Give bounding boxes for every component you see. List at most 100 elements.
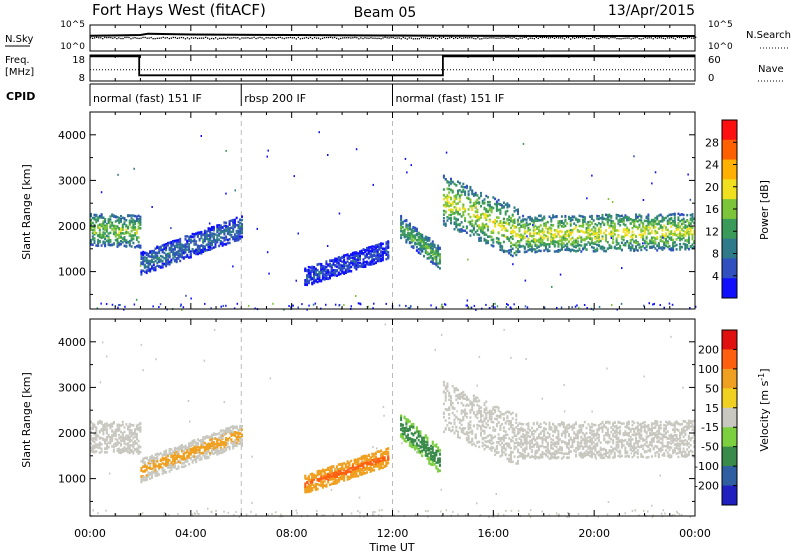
range-gate-cell: [102, 437, 105, 441]
range-gate-cell: [91, 232, 94, 235]
nsearch-point: [594, 36, 596, 39]
range-gate-cell: [546, 231, 549, 234]
range-gate-cell: [325, 270, 328, 273]
range-gate-cell: [442, 213, 445, 216]
range-gate-cell: [161, 469, 164, 473]
range-gate-cell: [132, 446, 135, 449]
range-gate-cell: [550, 235, 553, 239]
range-gate-cell: [421, 249, 424, 253]
range-gate-cell: [462, 182, 465, 186]
range-gate-cell: [182, 445, 185, 449]
range-gate-cell: [481, 212, 484, 216]
range-gate-cell: [415, 227, 418, 231]
range-gate-cell: [426, 243, 429, 246]
range-gate-cell: [419, 240, 422, 244]
range-gate-cell: [474, 210, 477, 213]
range-gate-cell: [485, 233, 488, 236]
range-gate-cell: [207, 234, 210, 237]
range-gate-cell: [107, 232, 110, 235]
range-gate-cell: [211, 441, 213, 444]
range-gate-cell: [313, 274, 316, 277]
range-gate-cell: [135, 238, 138, 241]
range-gate-cell: [181, 243, 183, 247]
range-gate-cell: [152, 466, 155, 469]
range-gate-cell: [145, 271, 148, 275]
range-gate-cell: [137, 225, 140, 228]
nsearch-point: [539, 36, 541, 38]
range-gate-cell: [442, 204, 445, 207]
range-gate-cell: [590, 221, 593, 224]
range-gate-cell: [118, 217, 121, 220]
range-gate-cell: [589, 243, 592, 246]
range-gate-cell: [575, 244, 577, 248]
range-gate-cell: [168, 448, 171, 451]
range-gate-cell: [177, 249, 180, 253]
range-gate-cell: [635, 215, 637, 219]
nsearch-point: [400, 38, 402, 40]
range-gate-cell: [474, 193, 477, 197]
range-gate-cell: [481, 222, 484, 225]
range-gate-cell: [476, 219, 479, 222]
range-gate-cell: [177, 455, 180, 458]
range-gate-cell: [457, 212, 459, 216]
range-gate-cell: [446, 187, 449, 191]
range-gate-cell: [374, 254, 377, 257]
nsearch-point: [505, 36, 507, 39]
range-gate-cell: [590, 214, 593, 218]
range-gate-cell: [177, 448, 180, 451]
nsearch-point: [164, 37, 166, 39]
nsearch-point: [162, 36, 164, 38]
range-gate-cell: [135, 435, 138, 438]
range-gate-cell: [520, 233, 523, 236]
nsearch-point: [541, 37, 543, 39]
range-gate-cell: [680, 222, 683, 226]
range-gate-cell: [198, 439, 201, 442]
noise-cell: [266, 155, 268, 158]
noise-cell: [591, 174, 593, 177]
range-gate-cell: [337, 258, 340, 262]
range-gate-cell: [367, 249, 370, 253]
range-gate-cell: [172, 460, 175, 463]
range-gate-cell: [677, 233, 680, 236]
range-gate-cell: [656, 244, 659, 247]
range-gate-cell: [606, 216, 609, 219]
range-gate-cell: [105, 443, 108, 446]
range-gate-cell: [622, 228, 625, 231]
range-gate-cell: [191, 450, 194, 454]
range-gate-cell: [476, 201, 479, 205]
range-gate-cell: [97, 234, 100, 238]
range-gate-cell: [693, 245, 696, 249]
range-gate-cell: [163, 450, 166, 453]
range-gate-cell: [104, 228, 107, 232]
range-gate-cell: [510, 253, 512, 257]
nsearch-point: [364, 37, 366, 39]
nsearch-point: [553, 37, 556, 39]
noise-cell: [225, 149, 227, 152]
range-gate-cell: [430, 256, 433, 259]
range-gate-cell: [137, 428, 140, 432]
range-gate-cell: [555, 235, 558, 238]
range-gate-cell: [513, 243, 516, 247]
range-gate-cell: [225, 235, 228, 238]
range-gate-cell: [374, 249, 377, 252]
range-gate-cell: [460, 193, 463, 197]
range-gate-cell: [557, 242, 560, 246]
range-gate-cell: [130, 229, 133, 233]
cpid-segments: normal (fast) 151 IF rbsp 200 IF normal (f…: [89, 84, 504, 106]
range-gate-cell: [123, 244, 126, 248]
range-gate-cell: [360, 251, 363, 254]
range-gate-cell: [499, 241, 502, 245]
range-gate-cell: [403, 228, 406, 232]
range-gate-cell: [218, 436, 221, 440]
noise-cell: [135, 298, 138, 301]
range-gate-cell: [102, 427, 105, 431]
range-gate-cell: [668, 233, 671, 236]
nsearch-point: [130, 38, 132, 40]
range-gate-cell: [448, 217, 451, 220]
range-gate-cell: [161, 262, 164, 266]
range-gate-cell: [203, 451, 206, 455]
range-gate-cell: [212, 235, 215, 239]
noise-cell: [652, 303, 654, 306]
range-gate-cell: [181, 444, 183, 447]
range-gate-cell: [105, 436, 108, 439]
